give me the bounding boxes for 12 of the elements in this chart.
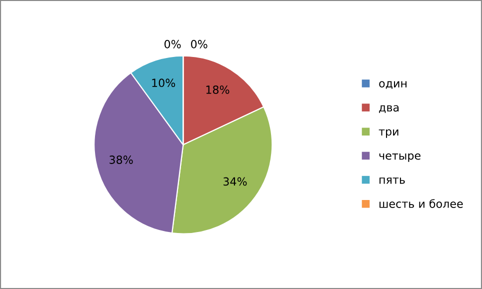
legend-label: четыре (379, 153, 420, 162)
data-label: 38% (110, 156, 133, 164)
text: 0% (191, 40, 208, 48)
data-label: 34% (224, 177, 247, 186)
legend-label: шесть и более (380, 199, 463, 208)
legend-label: пять (380, 178, 405, 184)
data-label: 18% (206, 85, 230, 94)
data-label: 10% (152, 78, 176, 88)
legend-label: два (379, 105, 399, 113)
legend-label: три (378, 129, 398, 138)
legend-label: один (379, 81, 406, 89)
text: 0% (164, 40, 181, 48)
